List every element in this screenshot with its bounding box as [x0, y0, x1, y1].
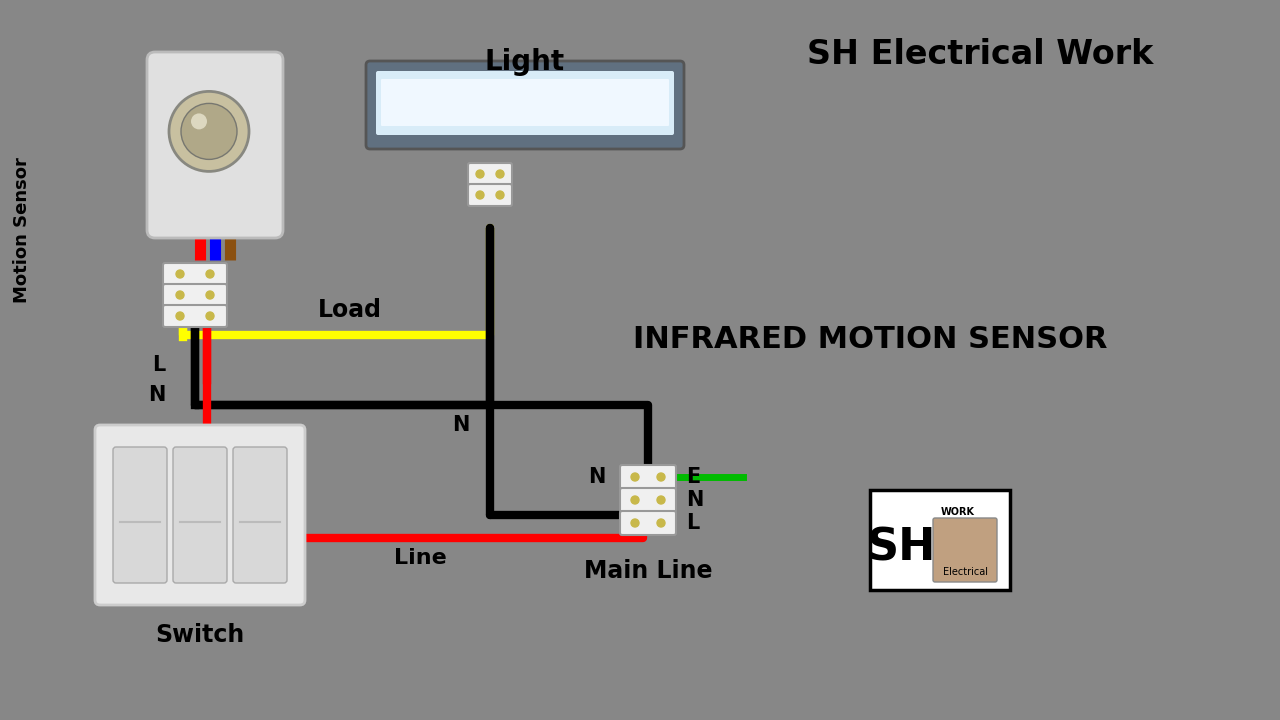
Text: SH Electrical Work: SH Electrical Work	[806, 38, 1153, 71]
Circle shape	[177, 312, 184, 320]
FancyBboxPatch shape	[933, 518, 997, 582]
Circle shape	[206, 291, 214, 299]
Text: SH: SH	[868, 526, 937, 570]
Text: N: N	[147, 385, 165, 405]
FancyBboxPatch shape	[173, 447, 227, 583]
FancyBboxPatch shape	[381, 79, 669, 126]
Circle shape	[177, 270, 184, 278]
Text: INFRARED MOTION SENSOR: INFRARED MOTION SENSOR	[632, 325, 1107, 354]
Circle shape	[180, 104, 237, 159]
FancyBboxPatch shape	[620, 511, 676, 535]
Circle shape	[476, 170, 484, 178]
FancyBboxPatch shape	[163, 263, 227, 285]
Text: N: N	[453, 415, 470, 435]
Circle shape	[631, 519, 639, 527]
Circle shape	[169, 91, 250, 171]
Circle shape	[657, 496, 666, 504]
Text: Electrical: Electrical	[942, 567, 987, 577]
FancyBboxPatch shape	[113, 447, 166, 583]
Text: L: L	[152, 355, 165, 375]
FancyBboxPatch shape	[366, 61, 684, 149]
Circle shape	[497, 170, 504, 178]
Circle shape	[476, 191, 484, 199]
Circle shape	[206, 270, 214, 278]
Circle shape	[497, 191, 504, 199]
Text: N: N	[589, 467, 605, 487]
Circle shape	[191, 113, 207, 130]
Text: Light: Light	[485, 48, 564, 76]
FancyBboxPatch shape	[468, 163, 512, 185]
Text: N: N	[686, 490, 704, 510]
FancyBboxPatch shape	[163, 305, 227, 327]
Circle shape	[631, 473, 639, 481]
Text: Load: Load	[317, 298, 381, 322]
Text: L: L	[686, 513, 699, 533]
Text: Main Line: Main Line	[584, 559, 712, 583]
Text: Switch: Switch	[155, 623, 244, 647]
FancyBboxPatch shape	[870, 490, 1010, 590]
Text: E: E	[686, 467, 700, 487]
Text: Line: Line	[394, 548, 447, 568]
FancyBboxPatch shape	[468, 184, 512, 206]
FancyBboxPatch shape	[233, 447, 287, 583]
FancyBboxPatch shape	[376, 71, 675, 135]
FancyBboxPatch shape	[95, 425, 305, 605]
Circle shape	[657, 473, 666, 481]
FancyBboxPatch shape	[147, 52, 283, 238]
FancyBboxPatch shape	[620, 488, 676, 512]
Circle shape	[177, 291, 184, 299]
FancyBboxPatch shape	[163, 284, 227, 306]
Circle shape	[206, 312, 214, 320]
Text: WORK: WORK	[941, 507, 975, 517]
Text: Motion Sensor: Motion Sensor	[13, 157, 31, 303]
FancyBboxPatch shape	[620, 465, 676, 489]
Circle shape	[631, 496, 639, 504]
Circle shape	[657, 519, 666, 527]
